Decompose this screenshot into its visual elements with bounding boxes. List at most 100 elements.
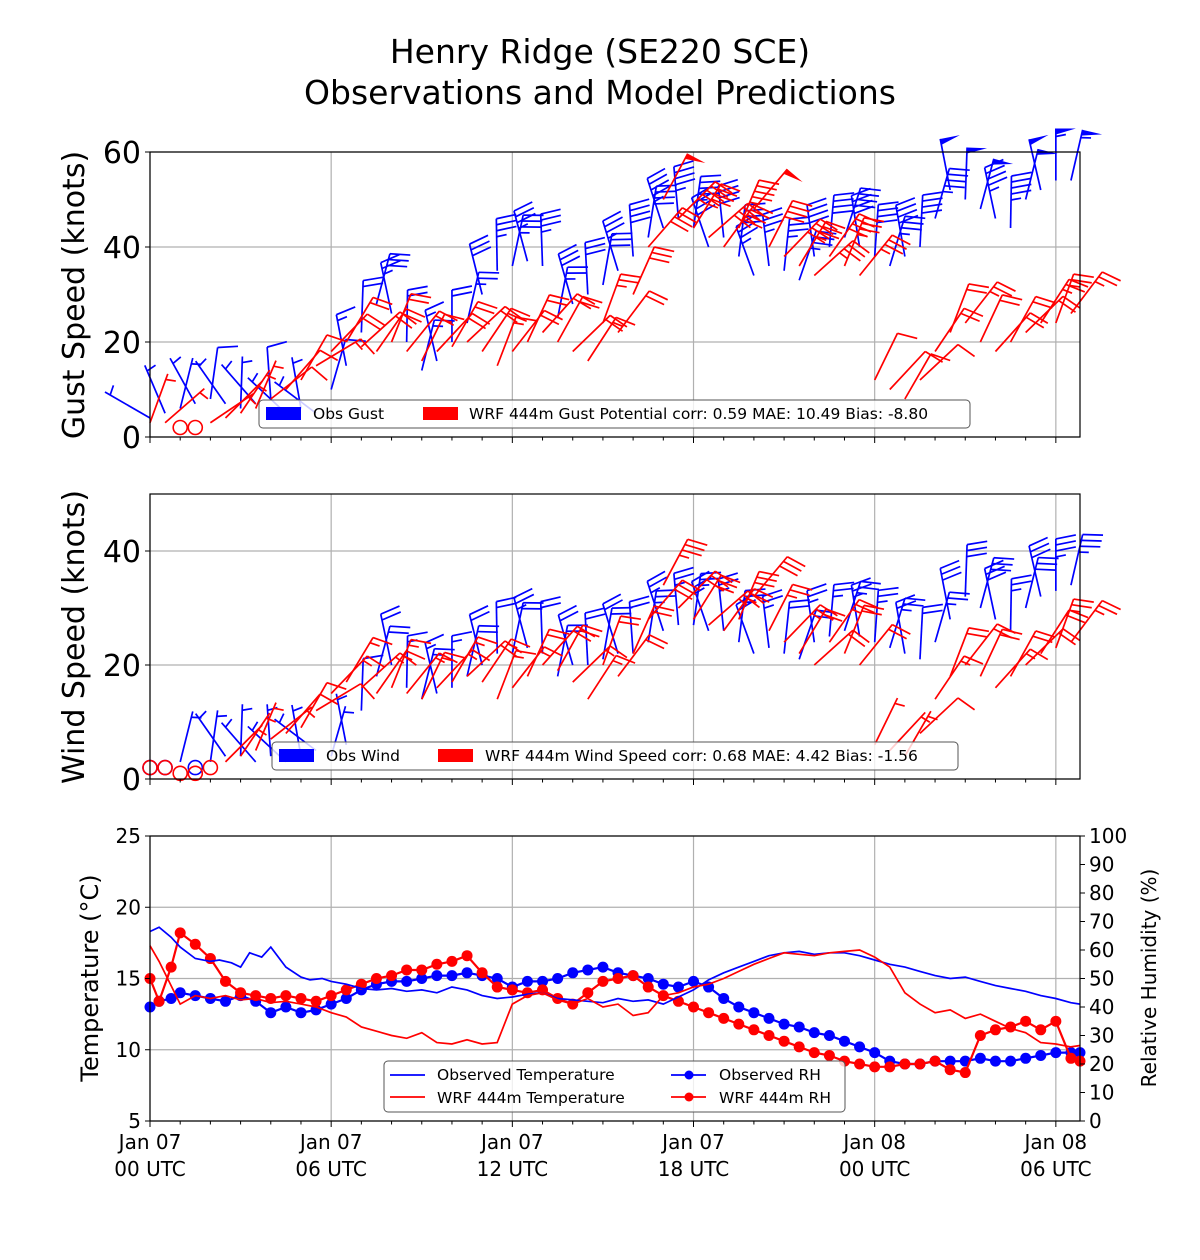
obs-barb [495, 213, 517, 271]
wrf-444m-rh-point [627, 970, 639, 982]
obs-barb [104, 385, 151, 419]
barb-full [1035, 295, 1056, 304]
barb-full [852, 629, 870, 644]
gust-legend: Obs Gust WRF 444m Gust Potential corr: 0… [258, 399, 971, 429]
observed-rh-point [718, 992, 730, 1004]
barb-full [477, 630, 498, 634]
barb-staff [708, 202, 749, 239]
barb-staff [104, 391, 151, 419]
barb-staff [179, 711, 194, 763]
barb-full [993, 285, 1013, 297]
obs-barb [850, 187, 874, 248]
barb-staff [436, 312, 473, 353]
barb-full [336, 306, 356, 316]
barb-staff [1070, 271, 1103, 315]
barb-full [629, 595, 650, 603]
barb-half [695, 587, 705, 594]
barb-full [966, 546, 988, 552]
barb-full [763, 219, 784, 228]
barb-full [985, 565, 1005, 576]
barb-full [362, 317, 381, 331]
gust-axes-frame [149, 151, 1081, 438]
barb-staff [979, 158, 995, 210]
barb-half [616, 284, 627, 288]
observed-temperature-line [149, 926, 1081, 1006]
barb-full [217, 345, 239, 349]
barb-half [746, 597, 757, 604]
barb-full [756, 184, 777, 191]
obs-barb [919, 191, 943, 248]
obs-barb [209, 345, 239, 400]
observed-rh-point [823, 1030, 835, 1041]
barb-full [1011, 183, 1032, 189]
barb-staff [451, 301, 479, 348]
barb-full [852, 240, 870, 254]
barb-staff [375, 253, 391, 305]
obs-barb [143, 364, 166, 414]
barb-staff [526, 294, 551, 343]
model-barb [420, 651, 465, 700]
barb-full [968, 627, 990, 633]
observed-rh-point [1005, 1055, 1017, 1067]
barb-full [618, 278, 639, 284]
barb-full [363, 276, 384, 282]
barb-full [469, 234, 489, 245]
wrf-444m-rh-point [869, 1061, 881, 1073]
barb-staff [673, 573, 680, 626]
barb-full [472, 246, 492, 257]
barb-full [699, 180, 721, 184]
barb-full [738, 210, 756, 225]
model-barb [1070, 271, 1121, 315]
barb-full [859, 228, 880, 234]
barb-staff [300, 682, 328, 729]
barb-half [857, 233, 868, 238]
barb-full [687, 538, 708, 546]
barb-half [467, 653, 478, 661]
barb-staff [360, 311, 401, 348]
x-tick-label-date: Jan 07 [479, 1130, 544, 1154]
wind-y-axis-label: Wind Speed (knots) [57, 490, 92, 784]
model-barb [979, 628, 1023, 677]
chart-title-line1: Henry Ridge (SE220 SCE) [390, 32, 810, 71]
barb-staff [934, 307, 965, 352]
barb-full [405, 650, 426, 660]
barb-full [319, 349, 339, 362]
barb-full [584, 236, 606, 244]
barb-full [1071, 278, 1092, 284]
barb-full [438, 652, 458, 664]
barb-full [380, 253, 400, 264]
barb-staff [677, 181, 716, 220]
model-barb [187, 765, 204, 782]
barb-full [807, 203, 828, 212]
wrf-444m-rh-point [748, 1024, 760, 1036]
barb-half [894, 702, 905, 707]
barb-full [477, 636, 498, 645]
barb-full [424, 633, 445, 644]
wrf-444m-rh-point [778, 1035, 790, 1047]
barb-full [673, 160, 694, 168]
barb-half [165, 378, 176, 382]
rh-tick-label: 70 [1089, 910, 1114, 934]
barb-half [518, 223, 529, 230]
barb-staff [939, 568, 951, 620]
barb-full [856, 198, 878, 203]
barb-staff [375, 650, 407, 694]
barb-full [410, 292, 432, 299]
barb-full [811, 227, 830, 240]
barb-staff [753, 556, 788, 598]
barb-full [832, 204, 854, 208]
barb-staff [424, 642, 438, 694]
barb-staff [315, 338, 362, 367]
observed-rh-point [597, 961, 609, 973]
barb-staff [513, 210, 529, 262]
barb-full [833, 198, 854, 203]
observed-rh-point [838, 1035, 850, 1047]
barb-full [788, 228, 809, 232]
barb-staff [315, 683, 362, 712]
barb-half [808, 598, 819, 604]
observed-rh-point [174, 987, 186, 999]
barb-full [496, 602, 517, 609]
y-tick-label: 10 [116, 1038, 141, 1062]
wrf-444m-rh-point [582, 987, 594, 999]
barb-staff [768, 584, 794, 632]
